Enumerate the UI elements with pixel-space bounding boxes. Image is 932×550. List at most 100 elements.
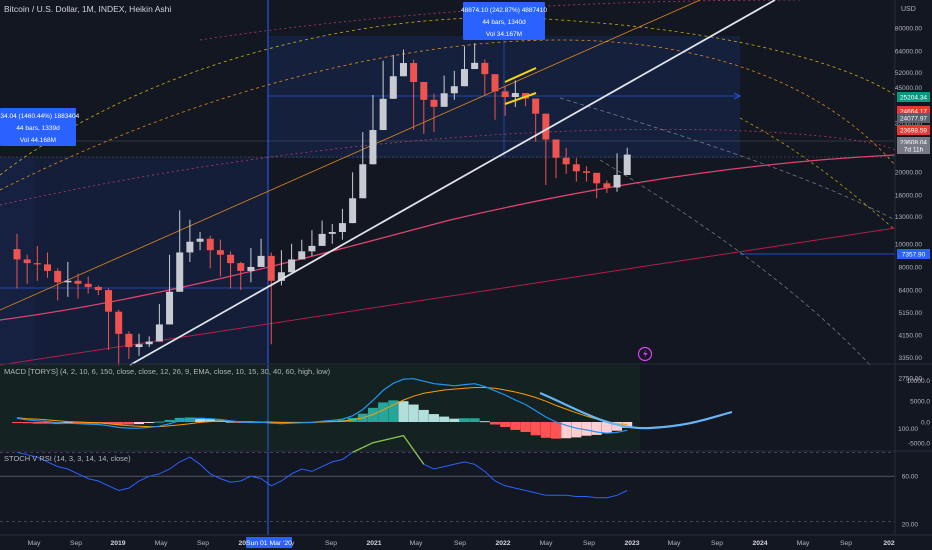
candle[interactable]: [338, 208, 346, 240]
candle-body: [471, 62, 479, 70]
candle[interactable]: [623, 147, 631, 175]
trendline-white[interactable]: [129, 0, 776, 366]
candle[interactable]: [430, 93, 438, 133]
lightning-icon[interactable]: [637, 346, 653, 362]
measure-bars-text: 44 bars, 1340d: [482, 19, 526, 26]
candle[interactable]: [115, 309, 123, 366]
candle[interactable]: [64, 261, 72, 297]
candle[interactable]: [105, 288, 113, 350]
candle[interactable]: [166, 254, 174, 325]
price-badge-text: 23608.04: [900, 140, 927, 147]
time-axis-tick: May: [668, 540, 681, 547]
candle[interactable]: [54, 268, 62, 301]
candle[interactable]: [288, 243, 296, 273]
channel-line-yellow-top[interactable]: [504, 67, 537, 83]
candle[interactable]: [257, 238, 265, 267]
candle[interactable]: [379, 60, 387, 131]
price-axis-tick: 2750.00: [899, 375, 923, 382]
cursor-time-text: Sun 01 Mar '20: [246, 540, 292, 547]
candle[interactable]: [501, 85, 509, 116]
stoch-axis-tick: 100.00: [898, 426, 918, 433]
measure-box-left[interactable]: 834.04 (1460.44%) 1883404 44 bars, 1339d V…: [0, 108, 80, 146]
candle[interactable]: [33, 245, 41, 281]
price-badge: 7d 11h: [897, 144, 930, 154]
candle[interactable]: [349, 172, 357, 224]
candle[interactable]: [471, 43, 479, 70]
candle[interactable]: [94, 285, 102, 296]
candle[interactable]: [542, 113, 550, 186]
macd-axis-tick: 5000.0: [910, 399, 930, 406]
candle[interactable]: [23, 254, 31, 284]
measure-box-right[interactable]: 48874.10 (242.87%) 4887410 44 bars, 1340d…: [461, 2, 547, 40]
candle[interactable]: [125, 331, 133, 359]
candle[interactable]: [562, 147, 570, 174]
candle[interactable]: [155, 303, 163, 342]
candle[interactable]: [267, 252, 275, 345]
time-axis-tick: Sep: [70, 540, 82, 547]
drawing-layer-front[interactable]: 834.04 (1460.44%) 1883404 44 bars, 1339d V…: [0, 0, 776, 366]
macd-pane[interactable]: 10000.0 5000.0 0.0 -5000.0: [0, 363, 932, 450]
macd-histogram-bar: [601, 422, 612, 434]
candle[interactable]: [196, 232, 204, 251]
macd-histogram-bar: [530, 422, 541, 436]
candle[interactable]: [227, 251, 235, 289]
candle[interactable]: [593, 172, 601, 199]
candle[interactable]: [247, 248, 255, 283]
candle[interactable]: [318, 220, 326, 246]
candle[interactable]: [583, 166, 591, 182]
price-badge-text: 24077.97: [900, 116, 927, 123]
candle[interactable]: [552, 139, 560, 179]
candle[interactable]: [359, 132, 367, 199]
candle[interactable]: [389, 54, 397, 99]
price-axis-tick: 16000.00: [895, 192, 922, 199]
candle[interactable]: [44, 252, 52, 278]
candles-layer[interactable]: [13, 43, 631, 366]
candle[interactable]: [440, 75, 448, 107]
candle[interactable]: [613, 153, 621, 192]
macd-histogram-bar: [571, 422, 582, 438]
candle[interactable]: [399, 49, 407, 77]
candle[interactable]: [206, 235, 214, 269]
candle[interactable]: [420, 81, 428, 134]
candle[interactable]: [511, 80, 519, 108]
candle[interactable]: [298, 239, 306, 260]
candle-body: [623, 154, 631, 175]
candle[interactable]: [176, 210, 184, 292]
stoch-pane[interactable]: 100.00 60.00 20.00: [0, 426, 932, 529]
price-axis-tick: 6400.00: [899, 288, 923, 295]
candle[interactable]: [135, 333, 143, 356]
price-badge-bg: [897, 113, 930, 123]
macd-histogram-bar: [551, 422, 562, 439]
candle-body: [196, 238, 204, 242]
candle[interactable]: [460, 46, 468, 87]
candle[interactable]: [369, 95, 377, 165]
channel-line-yellow-bottom[interactable]: [504, 92, 537, 105]
candle[interactable]: [237, 261, 245, 291]
stoch-axis-tick: 60.00: [902, 474, 919, 481]
candle[interactable]: [572, 158, 580, 182]
candle[interactable]: [216, 239, 224, 277]
trendline-orange: [0, 0, 701, 311]
price-badge: 23608.04: [897, 137, 930, 147]
candle[interactable]: [308, 230, 316, 256]
candle[interactable]: [13, 233, 21, 289]
candle[interactable]: [491, 74, 499, 120]
candle[interactable]: [481, 59, 489, 95]
macd-histogram-bar: [42, 422, 53, 424]
time-axis-tick: Sep: [583, 540, 595, 547]
candle[interactable]: [84, 276, 92, 294]
candle[interactable]: [410, 59, 418, 130]
macd-histogram-bar: [225, 421, 236, 423]
measure-volume-text: Vol 34.167M: [486, 31, 522, 38]
price-badge-bg: [897, 249, 930, 259]
macd-histogram-bar: [612, 422, 623, 431]
candle[interactable]: [328, 223, 336, 244]
candle[interactable]: [145, 336, 153, 348]
candle[interactable]: [74, 273, 82, 299]
candle[interactable]: [450, 70, 458, 100]
candle[interactable]: [603, 180, 611, 194]
macd-histogram-bar: [469, 418, 480, 422]
candle[interactable]: [186, 219, 194, 262]
candle-body: [277, 272, 285, 281]
